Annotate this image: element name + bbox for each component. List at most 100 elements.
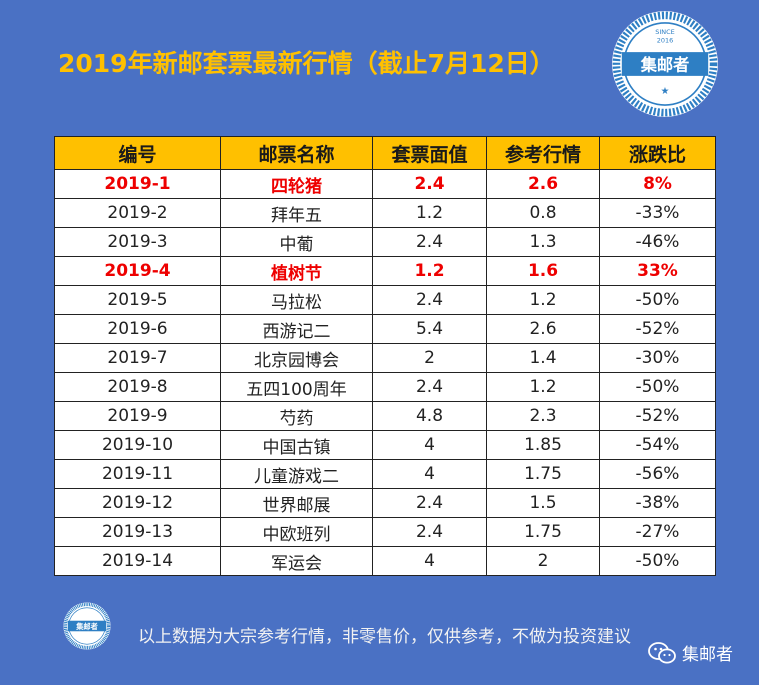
cell-stamp-name: 中葡 [220,227,373,257]
table-row: 2019-7 北京园博会 2 1.4 -30% [54,343,716,373]
svg-text:SINCE: SINCE [655,28,674,36]
svg-text:2016: 2016 [657,36,673,44]
cell-market-price: 2.6 [486,169,600,199]
cell-stamp-name: 植树节 [220,256,373,286]
cell-change: -46% [599,227,716,257]
cell-change: -38% [599,488,716,518]
cell-code: 2019-9 [54,401,221,431]
cell-stamp-name: 军运会 [220,546,373,576]
table-row: 2019-11 儿童游戏二 4 1.75 -56% [54,459,716,489]
page-title: 2019年新邮套票最新行情（截止7月12日） [58,49,555,78]
cell-face-value: 4 [372,459,487,489]
cell-market-price: 2 [486,546,600,576]
cell-change: -30% [599,343,716,373]
cell-stamp-name: 北京园博会 [220,343,373,373]
svg-text:集邮者: 集邮者 [75,622,98,631]
table-row: 2019-3 中葡 2.4 1.3 -46% [54,227,716,257]
cell-code: 2019-6 [54,314,221,344]
cell-face-value: 2.4 [372,285,487,315]
cell-market-price: 1.2 [486,372,600,402]
cell-code: 2019-2 [54,198,221,228]
cell-change: -54% [599,430,716,460]
wechat-account: 集邮者 [648,640,733,665]
cell-face-value: 4.8 [372,401,487,431]
jiyouzhe-logo: SINCE 2016 集邮者 ★ [612,11,718,117]
cell-face-value: 1.2 [372,198,487,228]
table-row: 2019-10 中国古镇 4 1.85 -54% [54,430,716,460]
col-header-face-value: 套票面值 [372,136,487,170]
disclaimer-note: 以上数据为大宗参考行情，非零售价，仅供参考，不做为投资建议 [138,627,631,647]
cell-code: 2019-14 [54,546,221,576]
table-row: 2019-4 植树节 1.2 1.6 33% [54,256,716,286]
cell-stamp-name: 五四100周年 [220,372,373,402]
cell-code: 2019-11 [54,459,221,489]
wechat-account-name: 集邮者 [682,645,733,665]
cell-change: -27% [599,517,716,547]
col-header-code: 编号 [54,136,221,170]
svg-text:集邮者: 集邮者 [640,55,690,74]
cell-market-price: 1.75 [486,517,600,547]
col-header-market-price: 参考行情 [486,136,600,170]
jiyouzhe-small-logo: 集邮者 [63,602,111,650]
cell-code: 2019-5 [54,285,221,315]
table-row: 2019-12 世界邮展 2.4 1.5 -38% [54,488,716,518]
cell-face-value: 2.4 [372,227,487,257]
table-row: 2019-8 五四100周年 2.4 1.2 -50% [54,372,716,402]
cell-stamp-name: 西游记二 [220,314,373,344]
cell-market-price: 2.3 [486,401,600,431]
cell-face-value: 1.2 [372,256,487,286]
cell-change: 33% [599,256,716,286]
cell-change: -50% [599,546,716,576]
stamp-price-table: 编号 邮票名称 套票面值 参考行情 涨跌比 2019-1 四轮猪 2.4 2.6 8% 2… [54,136,716,576]
cell-market-price: 1.75 [486,459,600,489]
table-row: 2019-5 马拉松 2.4 1.2 -50% [54,285,716,315]
cell-code: 2019-13 [54,517,221,547]
table-row: 2019-2 拜年五 1.2 0.8 -33% [54,198,716,228]
cell-stamp-name: 马拉松 [220,285,373,315]
cell-face-value: 4 [372,430,487,460]
cell-stamp-name: 儿童游戏二 [220,459,373,489]
col-header-stamp-name: 邮票名称 [220,136,373,170]
cell-market-price: 1.6 [486,256,600,286]
cell-change: -56% [599,459,716,489]
cell-market-price: 0.8 [486,198,600,228]
cell-code: 2019-7 [54,343,221,373]
cell-code: 2019-3 [54,227,221,257]
cell-face-value: 2.4 [372,372,487,402]
wechat-icon [648,641,676,663]
cell-change: -33% [599,198,716,228]
cell-code: 2019-12 [54,488,221,518]
cell-stamp-name: 四轮猪 [220,169,373,199]
cell-code: 2019-10 [54,430,221,460]
cell-stamp-name: 中欧班列 [220,517,373,547]
cell-stamp-name: 拜年五 [220,198,373,228]
table-row: 2019-9 芍药 4.8 2.3 -52% [54,401,716,431]
table-header-row: 编号 邮票名称 套票面值 参考行情 涨跌比 [54,136,716,170]
cell-face-value: 4 [372,546,487,576]
cell-market-price: 1.2 [486,285,600,315]
cell-market-price: 1.3 [486,227,600,257]
cell-market-price: 2.6 [486,314,600,344]
cell-face-value: 2.4 [372,517,487,547]
cell-code: 2019-4 [54,256,221,286]
cell-stamp-name: 芍药 [220,401,373,431]
col-header-change: 涨跌比 [599,136,716,170]
cell-stamp-name: 世界邮展 [220,488,373,518]
cell-code: 2019-1 [54,169,221,199]
cell-change: -50% [599,372,716,402]
svg-text:★: ★ [661,86,670,97]
cell-code: 2019-8 [54,372,221,402]
cell-market-price: 1.5 [486,488,600,518]
cell-change: -52% [599,401,716,431]
cell-face-value: 2.4 [372,169,487,199]
cell-face-value: 2.4 [372,488,487,518]
cell-face-value: 5.4 [372,314,487,344]
cell-change: 8% [599,169,716,199]
cell-change: -52% [599,314,716,344]
table-row: 2019-1 四轮猪 2.4 2.6 8% [54,169,716,199]
table-row: 2019-6 西游记二 5.4 2.6 -52% [54,314,716,344]
table-row: 2019-14 军运会 4 2 -50% [54,546,716,576]
cell-change: -50% [599,285,716,315]
table-row: 2019-13 中欧班列 2.4 1.75 -27% [54,517,716,547]
cell-stamp-name: 中国古镇 [220,430,373,460]
